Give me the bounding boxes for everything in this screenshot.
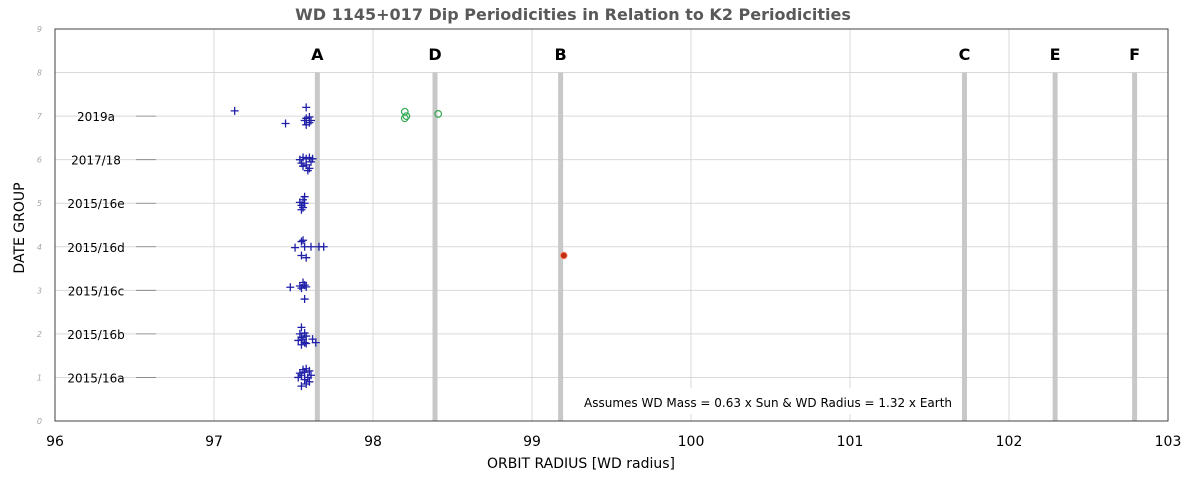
assumption-note: Assumes WD Mass = 0.63 x Sun & WD Radius… xyxy=(584,396,952,410)
data-point-plus xyxy=(302,282,311,291)
date-group-label: 2015/16e xyxy=(67,197,124,211)
data-point-open-circle xyxy=(402,112,411,121)
x-tick-label: 103 xyxy=(1155,434,1182,450)
data-point-plus xyxy=(302,253,311,262)
x-tick-label: 96 xyxy=(46,434,64,450)
plot-frame xyxy=(54,28,1169,422)
chart-title: WD 1145+017 Dip Periodicities in Relatio… xyxy=(295,5,851,24)
date-group-label: 2019a xyxy=(77,110,115,124)
k2-label-A: A xyxy=(311,45,324,64)
date-group-labels: 2015/16a 2015/16b 2015/16c 2015/16d 2015/16e… xyxy=(67,110,156,385)
data-point-plus xyxy=(297,159,306,168)
data-point-plus xyxy=(297,323,306,332)
data-point-plus xyxy=(305,153,314,162)
y-tick-label: 4 xyxy=(37,243,42,252)
y-tick-labels: 0 1 2 3 4 5 6 7 8 9 xyxy=(37,25,43,426)
y-tick-label: 2 xyxy=(37,330,42,339)
date-group-label: 2015/16b xyxy=(67,328,124,342)
data-point-plus xyxy=(306,242,315,251)
data-points xyxy=(230,103,568,391)
k2-label-B: B xyxy=(555,45,567,64)
data-point-plus xyxy=(295,329,304,338)
data-point-open-circle xyxy=(400,107,409,116)
data-point-plus xyxy=(300,295,309,304)
date-group-label: 2015/16d xyxy=(67,241,124,255)
data-point-plus xyxy=(308,335,317,344)
data-point-open-circle xyxy=(400,114,409,123)
data-point-plus xyxy=(305,112,314,121)
data-point-plus xyxy=(291,243,300,252)
data-point-plus xyxy=(302,103,311,112)
y-tick-label: 3 xyxy=(37,286,42,295)
data-point-plus xyxy=(300,192,309,201)
data-point-plus xyxy=(300,329,309,338)
x-tick-label: 101 xyxy=(837,434,864,450)
data-point-plus xyxy=(299,278,308,287)
x-tick-label: 97 xyxy=(205,434,223,450)
x-tick-label: 102 xyxy=(996,434,1023,450)
data-point-plus xyxy=(286,283,295,292)
data-point-plus xyxy=(281,119,290,128)
data-point-plus xyxy=(297,237,306,246)
data-point-plus xyxy=(319,242,328,251)
data-point-plus xyxy=(299,236,308,245)
x-tick-label: 98 xyxy=(364,434,382,450)
k2-label-C: C xyxy=(959,45,971,64)
annotation-background xyxy=(575,388,955,414)
y-tick-label: 1 xyxy=(37,373,42,382)
k2-label-E: E xyxy=(1050,45,1061,64)
x-tick-label: 100 xyxy=(678,434,705,450)
data-point-plus xyxy=(297,251,306,260)
y-tick-label: 8 xyxy=(37,69,42,78)
y-tick-label: 0 xyxy=(37,417,42,426)
data-point-plus xyxy=(297,333,306,342)
x-tick-label: 99 xyxy=(523,434,541,450)
data-point-plus xyxy=(300,338,309,347)
date-group-label: 2017/18 xyxy=(71,154,121,168)
data-point-plus xyxy=(305,377,314,386)
x-tick-labels: 96 97 98 99 100 101 102 103 xyxy=(46,434,1181,450)
y-tick-label: 9 xyxy=(37,25,42,34)
date-group-label: 2015/16c xyxy=(68,284,124,298)
data-point-plus xyxy=(302,364,311,373)
k2-label-F: F xyxy=(1129,45,1140,64)
data-point-plus xyxy=(230,106,239,115)
y-tick-label: 7 xyxy=(37,112,43,121)
x-axis-title: ORBIT RADIUS [WD radius] xyxy=(487,456,675,472)
data-point-plus xyxy=(306,371,315,380)
y-tick-label: 6 xyxy=(37,156,42,165)
k2-label-D: D xyxy=(428,45,441,64)
data-point-plus xyxy=(297,382,306,391)
data-point-plus xyxy=(306,116,315,125)
y-axis-title: DATE GROUP xyxy=(12,182,28,273)
y-tick-label: 5 xyxy=(37,199,42,208)
gridlines xyxy=(55,29,1168,421)
date-group-label: 2015/16a xyxy=(67,371,124,385)
data-point-plus xyxy=(302,339,311,348)
data-point-open-circle xyxy=(434,110,443,118)
data-point-filled-circle xyxy=(560,251,568,260)
